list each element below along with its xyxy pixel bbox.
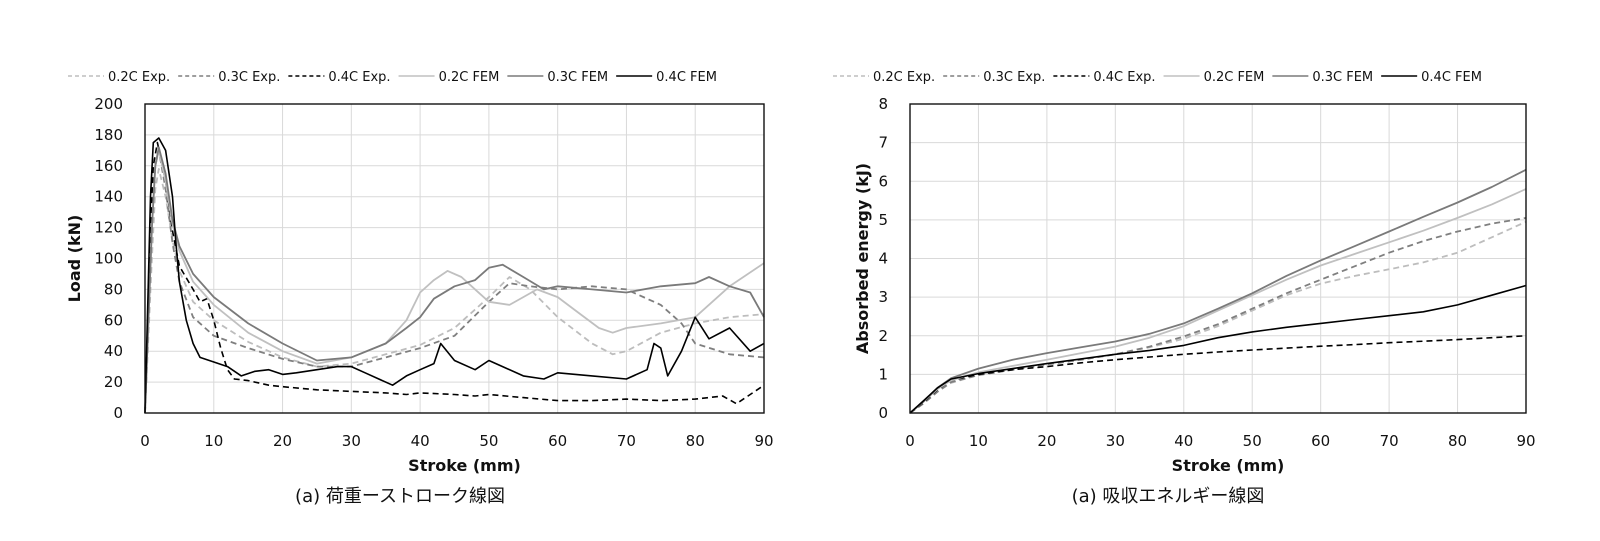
x-tick-label: 0 <box>140 432 150 450</box>
series-line-0-3c-fem <box>144 146 765 414</box>
figure-caption: (a) 荷重ーストローク線図 <box>295 486 505 507</box>
legend-label: 0.2C FEM <box>439 70 500 85</box>
x-tick-label: 0 <box>905 432 915 450</box>
y-tick-label: 40 <box>104 342 123 360</box>
y-tick-label: 0 <box>113 404 123 422</box>
x-tick-label: 10 <box>204 432 223 450</box>
series-line-0-4c-fem <box>144 137 765 414</box>
y-tick-label: 80 <box>104 280 123 298</box>
legend-label: 0.4C Exp. <box>328 70 390 85</box>
y-tick-label: 7 <box>878 134 888 152</box>
legend-label: 0.2C Exp. <box>873 70 935 85</box>
series-line-0-3c-exp- <box>909 217 1527 414</box>
y-tick-label: 0 <box>878 404 888 422</box>
x-tick-label: 20 <box>1037 432 1056 450</box>
y-tick-label: 140 <box>94 188 123 206</box>
x-tick-label: 20 <box>273 432 292 450</box>
legend-label: 0.4C FEM <box>1421 70 1482 85</box>
y-tick-label: 5 <box>878 211 888 229</box>
x-tick-label: 40 <box>411 432 430 450</box>
x-tick-label: 30 <box>1106 432 1125 450</box>
x-tick-label: 50 <box>1243 432 1262 450</box>
series-line-0-4c-exp- <box>144 141 765 414</box>
figure-caption: (a) 吸収エネルギー線図 <box>1072 486 1265 507</box>
y-axis-label: Load (kN) <box>65 215 84 303</box>
x-tick-label: 60 <box>548 432 567 450</box>
y-tick-label: 60 <box>104 311 123 329</box>
series-line-0-2c-exp- <box>144 168 765 414</box>
series-line-0-3c-fem <box>909 168 1527 414</box>
legend-label: 0.4C FEM <box>656 70 717 85</box>
y-tick-label: 1 <box>878 365 888 383</box>
series-line-0-4c-fem <box>909 284 1527 414</box>
x-tick-label: 10 <box>969 432 988 450</box>
x-tick-label: 60 <box>1311 432 1330 450</box>
plot-frame <box>144 103 765 414</box>
x-tick-label: 70 <box>617 432 636 450</box>
y-tick-label: 160 <box>94 157 123 175</box>
series-line-0-3c-exp- <box>144 149 765 414</box>
x-tick-label: 40 <box>1174 432 1193 450</box>
series-line-0-2c-exp- <box>909 220 1527 414</box>
load-stroke-chart: 0 10 20 30 40 50 60 70 80 90 0 20 40 60 80 100 120 140 160… <box>65 70 774 507</box>
plot-frame <box>909 103 1527 414</box>
legend-label: 0.3C Exp. <box>983 70 1045 85</box>
legend-label: 0.2C Exp. <box>108 70 170 85</box>
absorbed-energy-chart: 0 10 20 30 40 50 60 70 80 90 0 1 2 3 4 5 6 7 8 Stroke (mm) A… <box>833 70 1536 507</box>
x-tick-label: 50 <box>479 432 498 450</box>
y-tick-label: 180 <box>94 126 123 144</box>
y-tick-label: 6 <box>878 172 888 190</box>
y-tick-label: 8 <box>878 95 888 113</box>
series-line-0-2c-fem <box>909 188 1527 414</box>
y-tick-label: 100 <box>94 250 123 268</box>
x-axis-label: Stroke (mm) <box>408 456 521 475</box>
y-tick-label: 3 <box>878 288 888 306</box>
legend-label: 0.3C FEM <box>1312 70 1373 85</box>
legend-label: 0.4C Exp. <box>1093 70 1155 85</box>
x-axis-label: Stroke (mm) <box>1172 456 1285 475</box>
x-tick-label: 80 <box>1448 432 1467 450</box>
y-tick-label: 200 <box>94 95 123 113</box>
x-tick-label: 30 <box>342 432 361 450</box>
x-tick-label: 90 <box>754 432 773 450</box>
y-axis-label: Absorbed energy (kJ) <box>853 163 872 354</box>
y-tick-label: 20 <box>104 373 123 391</box>
x-tick-label: 90 <box>1516 432 1535 450</box>
y-tick-label: 120 <box>94 219 123 237</box>
x-tick-label: 70 <box>1380 432 1399 450</box>
legend-label: 0.3C FEM <box>547 70 608 85</box>
x-tick-label: 80 <box>686 432 705 450</box>
legend-label: 0.3C Exp. <box>218 70 280 85</box>
legend-label: 0.2C FEM <box>1204 70 1265 85</box>
y-tick-label: 2 <box>878 327 888 345</box>
y-tick-label: 4 <box>878 250 888 268</box>
